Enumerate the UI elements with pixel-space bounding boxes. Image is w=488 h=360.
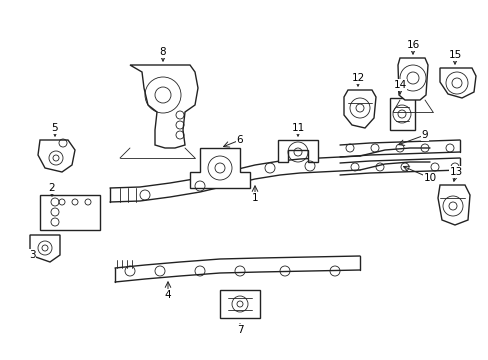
Text: 16: 16 (406, 40, 419, 50)
Polygon shape (40, 195, 100, 230)
Text: 3: 3 (29, 250, 35, 260)
Polygon shape (190, 148, 249, 188)
Polygon shape (30, 235, 60, 262)
Text: 5: 5 (52, 123, 58, 133)
Text: 9: 9 (421, 130, 427, 140)
Text: 11: 11 (291, 123, 304, 133)
Text: 7: 7 (236, 325, 243, 335)
Polygon shape (220, 290, 260, 318)
Text: 8: 8 (160, 47, 166, 57)
Text: 6: 6 (236, 135, 243, 145)
Text: 12: 12 (351, 73, 364, 83)
Polygon shape (397, 58, 427, 100)
Polygon shape (389, 98, 414, 130)
Polygon shape (439, 68, 475, 98)
Text: 14: 14 (392, 80, 406, 90)
Text: 15: 15 (447, 50, 461, 60)
Polygon shape (38, 140, 75, 172)
Polygon shape (278, 140, 317, 162)
Polygon shape (343, 90, 375, 128)
Text: 2: 2 (49, 183, 55, 193)
Text: 13: 13 (448, 167, 462, 177)
Text: 1: 1 (251, 193, 258, 203)
Polygon shape (130, 65, 198, 148)
Text: 4: 4 (164, 290, 171, 300)
Polygon shape (437, 185, 469, 225)
Text: 10: 10 (423, 173, 436, 183)
